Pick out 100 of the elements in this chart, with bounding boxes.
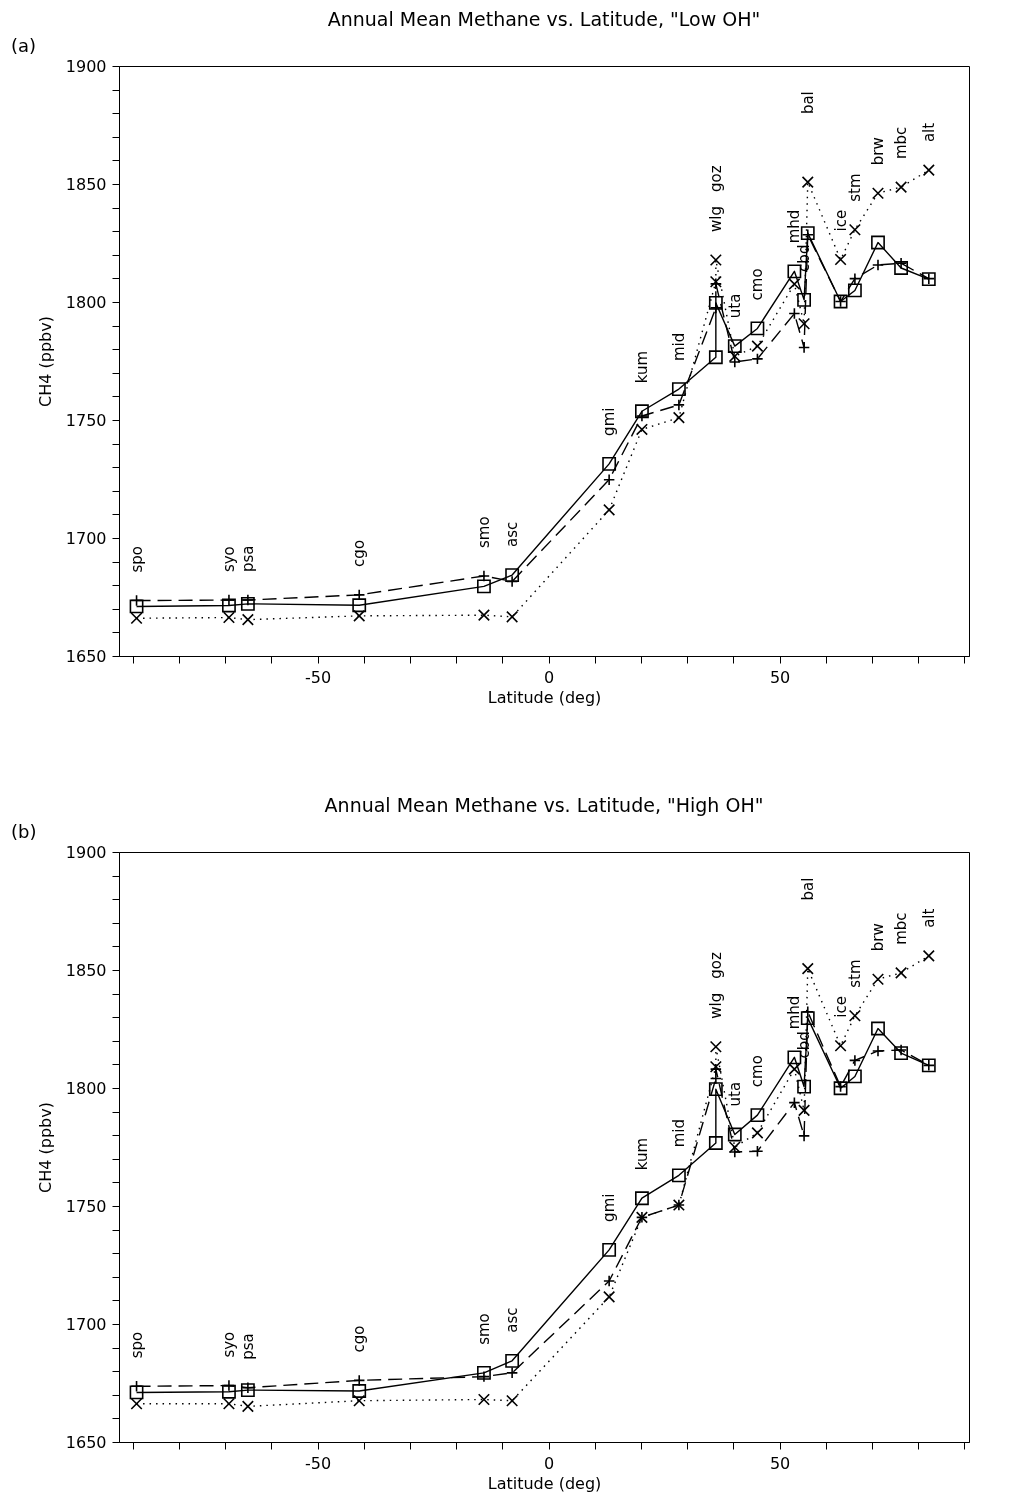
annotation: asc (503, 521, 522, 548)
point (708, 1082, 723, 1097)
annotation: mid (669, 332, 688, 362)
annotation: cgo (350, 539, 369, 567)
point (848, 1054, 861, 1067)
y-tick-label: 1900 (65, 842, 107, 862)
point (129, 599, 144, 614)
point (709, 1040, 722, 1053)
point (505, 1353, 520, 1368)
annotation: spo (127, 546, 146, 573)
annotation: bal (798, 877, 817, 901)
annotation: psa (238, 1333, 257, 1360)
point (635, 404, 649, 419)
point (603, 1290, 616, 1303)
point (895, 181, 908, 194)
annotation: mhd (785, 995, 804, 1030)
point (801, 962, 814, 975)
point (477, 579, 491, 594)
point (353, 609, 366, 622)
point (353, 1394, 366, 1407)
x-tick-label: 0 (544, 1453, 555, 1473)
point (222, 1384, 236, 1399)
point (922, 949, 935, 962)
annotation: brw (868, 923, 887, 952)
point (241, 1400, 254, 1413)
point (603, 503, 616, 516)
point (635, 1191, 649, 1206)
annotation: spo (127, 1331, 146, 1359)
point (871, 235, 885, 250)
point (477, 1393, 490, 1406)
y-tick-label: 1850 (65, 174, 107, 194)
point (477, 1365, 491, 1380)
x-axis-title: Latitude (deg) (487, 687, 602, 707)
point (477, 609, 490, 622)
point (222, 598, 236, 613)
annotation: asc (503, 1307, 522, 1333)
point (788, 278, 801, 291)
point (848, 223, 861, 236)
point (871, 187, 885, 200)
y-tick-label: 1700 (65, 1314, 107, 1334)
annotation: cmo (748, 1055, 767, 1088)
point (222, 1397, 235, 1410)
x-tick-label: -50 (305, 1453, 332, 1473)
y-tick-label: 1800 (65, 1078, 107, 1098)
point (847, 283, 862, 298)
annotation: alt (919, 122, 938, 143)
annotation: psa (238, 545, 257, 573)
point (672, 411, 685, 424)
annotation: uta (725, 1081, 744, 1107)
point (834, 253, 847, 266)
point (130, 612, 143, 625)
y-tick-label: 1700 (65, 528, 107, 548)
point (801, 176, 814, 189)
annotation: mbc (892, 126, 911, 160)
point (751, 1126, 764, 1139)
annotation: syo (219, 1331, 238, 1358)
point (848, 1009, 861, 1022)
point (708, 350, 723, 365)
annotation: bal (798, 91, 817, 115)
chart-title: Annual Mean Methane vs. Latitude, "High OH" (324, 794, 764, 816)
y-tick-label: 1650 (65, 646, 107, 666)
point (241, 613, 254, 626)
annotation: kum (632, 1137, 651, 1171)
x-tick-label: 50 (769, 667, 791, 687)
point (848, 272, 861, 285)
point (129, 1385, 144, 1400)
annotation: mid (669, 1119, 688, 1148)
y-tick-label: 1800 (65, 292, 107, 312)
annotation: syo (219, 546, 238, 573)
annotation: ice (831, 209, 850, 232)
text: (b) (11, 821, 37, 842)
y-tick-label: 1750 (65, 1196, 107, 1216)
point (751, 340, 764, 353)
y-tick-label: 1750 (65, 410, 107, 430)
y-axis-title: CH4 (ppbv) (35, 1102, 55, 1193)
point (352, 598, 367, 613)
point (894, 261, 909, 275)
point (635, 423, 648, 436)
point (798, 317, 811, 330)
annotation: uta (725, 293, 744, 319)
point (728, 350, 741, 363)
annotation: stm (845, 959, 864, 988)
point (750, 1108, 765, 1123)
point (847, 1069, 862, 1084)
point (352, 1384, 367, 1398)
point (895, 966, 908, 979)
point (506, 1394, 519, 1407)
point (797, 292, 811, 307)
point (834, 1039, 847, 1052)
point (222, 611, 235, 624)
point (671, 1168, 686, 1183)
point (750, 321, 765, 336)
point (240, 596, 255, 611)
y-tick-label: 1900 (65, 56, 107, 76)
y-tick-label: 1850 (65, 960, 107, 980)
point (922, 164, 935, 177)
point (505, 568, 520, 582)
point (800, 1011, 815, 1026)
annotation: wlg (706, 992, 725, 1019)
point (727, 1127, 742, 1142)
